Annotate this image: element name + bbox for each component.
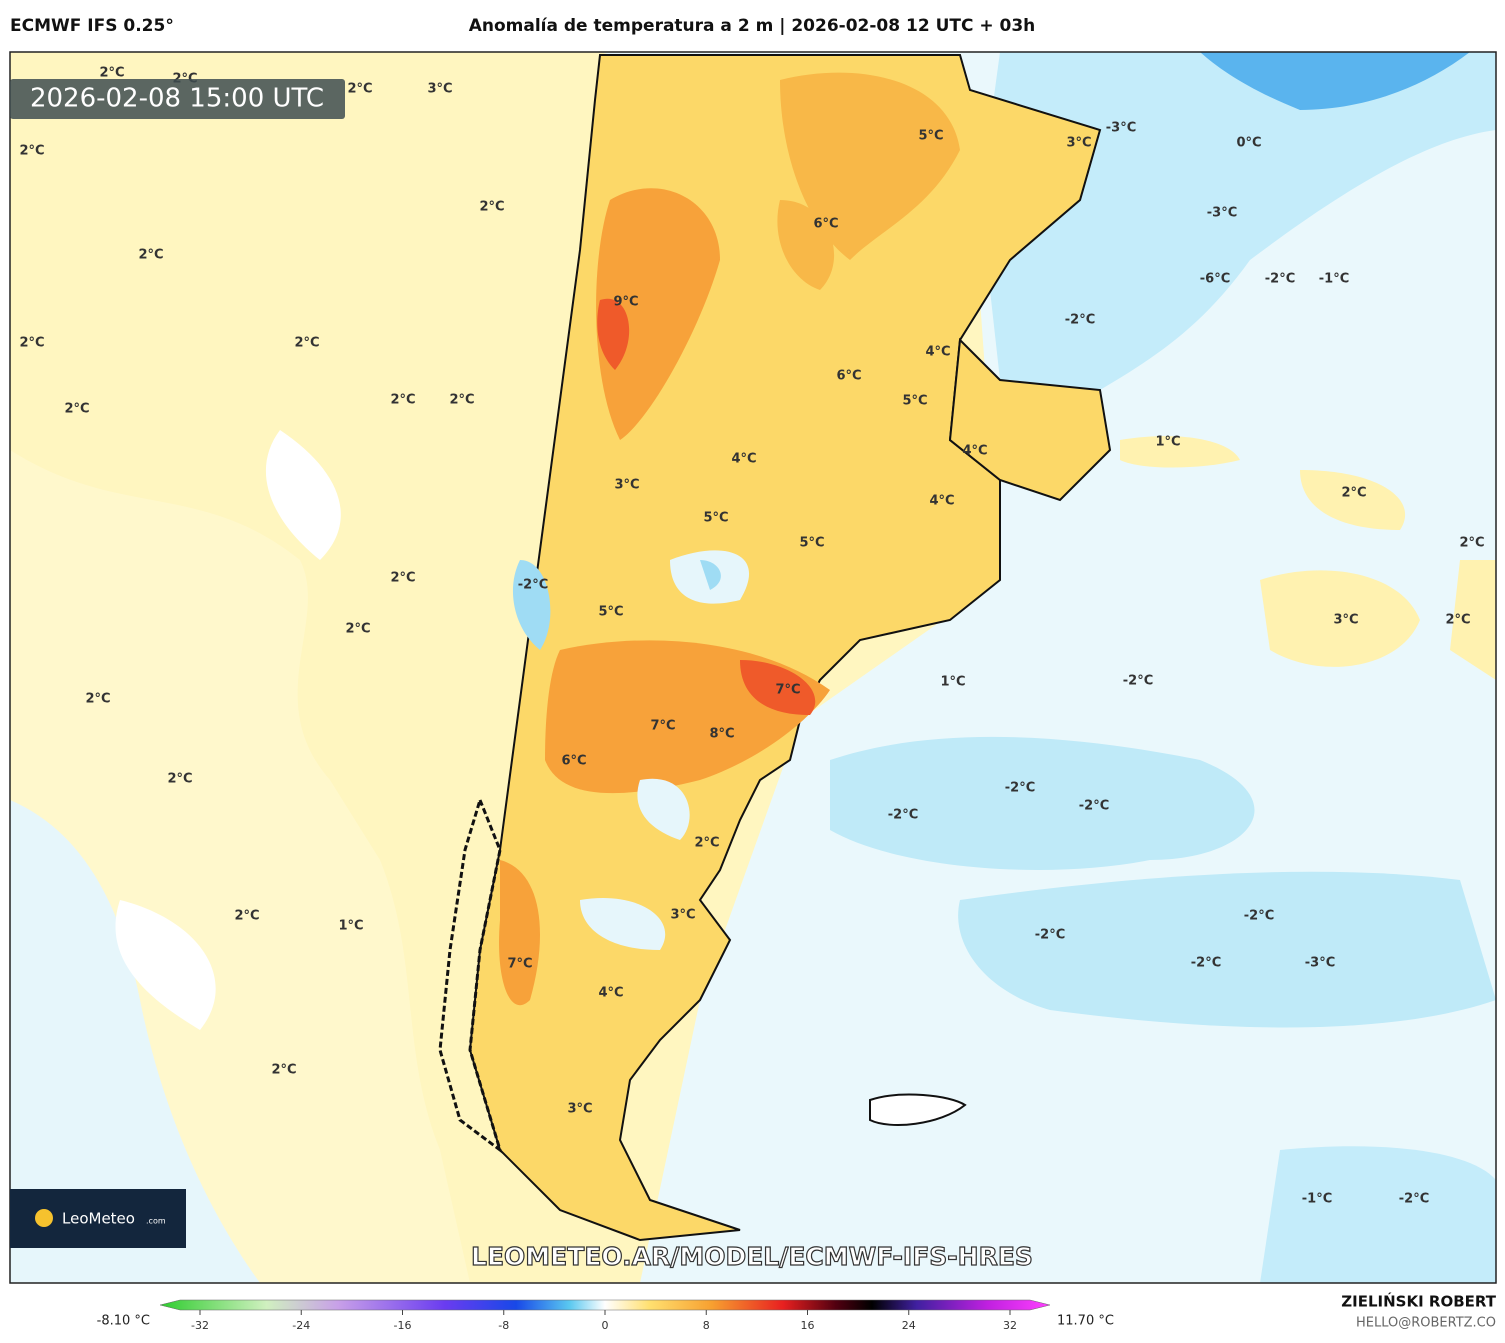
colorbar-tick-label: 24: [902, 1319, 916, 1332]
contour-label: 2°C: [694, 836, 719, 851]
contour-label: -6°C: [1200, 272, 1230, 287]
contour-label: -2°C: [1079, 799, 1109, 814]
contour-label: -2°C: [888, 808, 918, 823]
contour-label: 4°C: [929, 494, 954, 509]
watermark: LEOMETEO.AR/MODEL/ECMWF-IFS-HRES: [471, 1242, 1033, 1271]
contour-label: 2°C: [347, 82, 372, 97]
contour-label: -2°C: [518, 578, 548, 593]
map-frame: [9, 51, 1497, 1284]
contour-label: 3°C: [1066, 136, 1091, 151]
contour-label: 1°C: [1155, 435, 1180, 450]
colorbar-tick-label: 0: [602, 1319, 609, 1332]
colorbar-tick-label: 8: [703, 1319, 710, 1332]
timestamp: 2026-02-08 15:00 UTC: [30, 84, 324, 114]
contour-label: -2°C: [1244, 909, 1274, 924]
colorbar-tick-label: -8: [498, 1319, 509, 1332]
contour-label: 3°C: [427, 82, 452, 97]
contour-label: 2°C: [19, 336, 44, 351]
contour-label: -3°C: [1207, 206, 1237, 221]
contour-label: -2°C: [1123, 674, 1153, 689]
author: ZIELIŃSKI ROBERT: [1341, 1292, 1496, 1311]
contour-label: -1°C: [1319, 272, 1349, 287]
contour-label: 8°C: [709, 727, 734, 742]
contour-label: 7°C: [507, 957, 532, 972]
contour-label: 6°C: [561, 754, 586, 769]
contour-label: 2°C: [99, 66, 124, 81]
contour-label: -2°C: [1265, 272, 1295, 287]
map-title: Anomalía de temperatura a 2 m | 2026-02-…: [469, 16, 1036, 36]
logo-name: LeoMeteo: [62, 1210, 135, 1228]
colorbar-tick-label: -24: [292, 1319, 310, 1332]
model-name: ECMWF IFS 0.25°: [10, 16, 174, 36]
contour-label: 2°C: [479, 200, 504, 215]
contour-label: 7°C: [650, 719, 675, 734]
contour-label: -2°C: [1399, 1192, 1429, 1207]
contour-label: 5°C: [799, 536, 824, 551]
contour-label: 2°C: [1341, 486, 1366, 501]
contour-label: 2°C: [167, 772, 192, 787]
map-background: [10, 52, 1496, 1283]
map-labels: 2°C 2°C 2°C 3°C 2°C 2°C 2°C 2°C 2°C 2°C 2°C 2°C 9°C 3…: [19, 66, 1484, 1207]
contour-label: 1°C: [338, 919, 363, 934]
logo-suffix: .com: [146, 1217, 166, 1226]
contour-label: -2°C: [1035, 928, 1065, 943]
colorbar-tick-label: 32: [1003, 1319, 1017, 1332]
colorbar-ticks: -32 -24 -16 -8 0 8 16 24 32: [191, 1310, 1017, 1332]
colorbar-min: -8.10 °C: [97, 1314, 150, 1329]
contour-label: 2°C: [294, 336, 319, 351]
contour-label: 4°C: [962, 444, 987, 459]
contour-label: 2°C: [234, 909, 259, 924]
contour-label: 4°C: [925, 345, 950, 360]
contour-label: 2°C: [1445, 613, 1470, 628]
colorbar-tick-label: 16: [801, 1319, 815, 1332]
logo-sun: [35, 1209, 53, 1227]
contour-label: 6°C: [813, 217, 838, 232]
contour-label: 2°C: [19, 144, 44, 159]
contour-label: -3°C: [1305, 956, 1335, 971]
contour-label: 2°C: [1459, 536, 1484, 551]
contour-label: -2°C: [1191, 956, 1221, 971]
contour-label: 2°C: [449, 393, 474, 408]
contour-label: -3°C: [1106, 121, 1136, 136]
contour-label: 5°C: [703, 511, 728, 526]
contour-label: 2°C: [138, 248, 163, 263]
contact: HELLO@ROBERTZ.CO: [1356, 1316, 1496, 1331]
contour-label: 0°C: [1236, 136, 1261, 151]
contour-label: 1°C: [940, 675, 965, 690]
contour-label: 4°C: [731, 452, 756, 467]
colorbar-max: 11.70 °C: [1057, 1314, 1114, 1329]
contour-label: 4°C: [598, 986, 623, 1001]
contour-label: 3°C: [1333, 613, 1358, 628]
contour-label: -2°C: [1005, 781, 1035, 796]
contour-label: 2°C: [271, 1063, 296, 1078]
contour-label: -1°C: [1302, 1192, 1332, 1207]
contour-label: -2°C: [1065, 313, 1095, 328]
contour-label: 2°C: [64, 402, 89, 417]
contour-label: 7°C: [775, 683, 800, 698]
contour-label: 3°C: [567, 1102, 592, 1117]
contour-label: 5°C: [902, 394, 927, 409]
contour-label: 2°C: [345, 622, 370, 637]
contour-label: 5°C: [918, 129, 943, 144]
contour-label: 9°C: [613, 295, 638, 310]
contour-label: 2°C: [85, 692, 110, 707]
contour-label: 6°C: [836, 369, 861, 384]
contour-label: 3°C: [670, 908, 695, 923]
colorbar-tick-label: -32: [191, 1319, 209, 1332]
timestamp-box: [10, 79, 345, 119]
contour-label: 2°C: [390, 393, 415, 408]
contour-label: 3°C: [614, 478, 639, 493]
contour-label: 5°C: [598, 605, 623, 620]
colorbar-tick-label: -16: [394, 1319, 412, 1332]
contour-label: 2°C: [390, 571, 415, 586]
colorbar: [159, 1299, 1051, 1311]
